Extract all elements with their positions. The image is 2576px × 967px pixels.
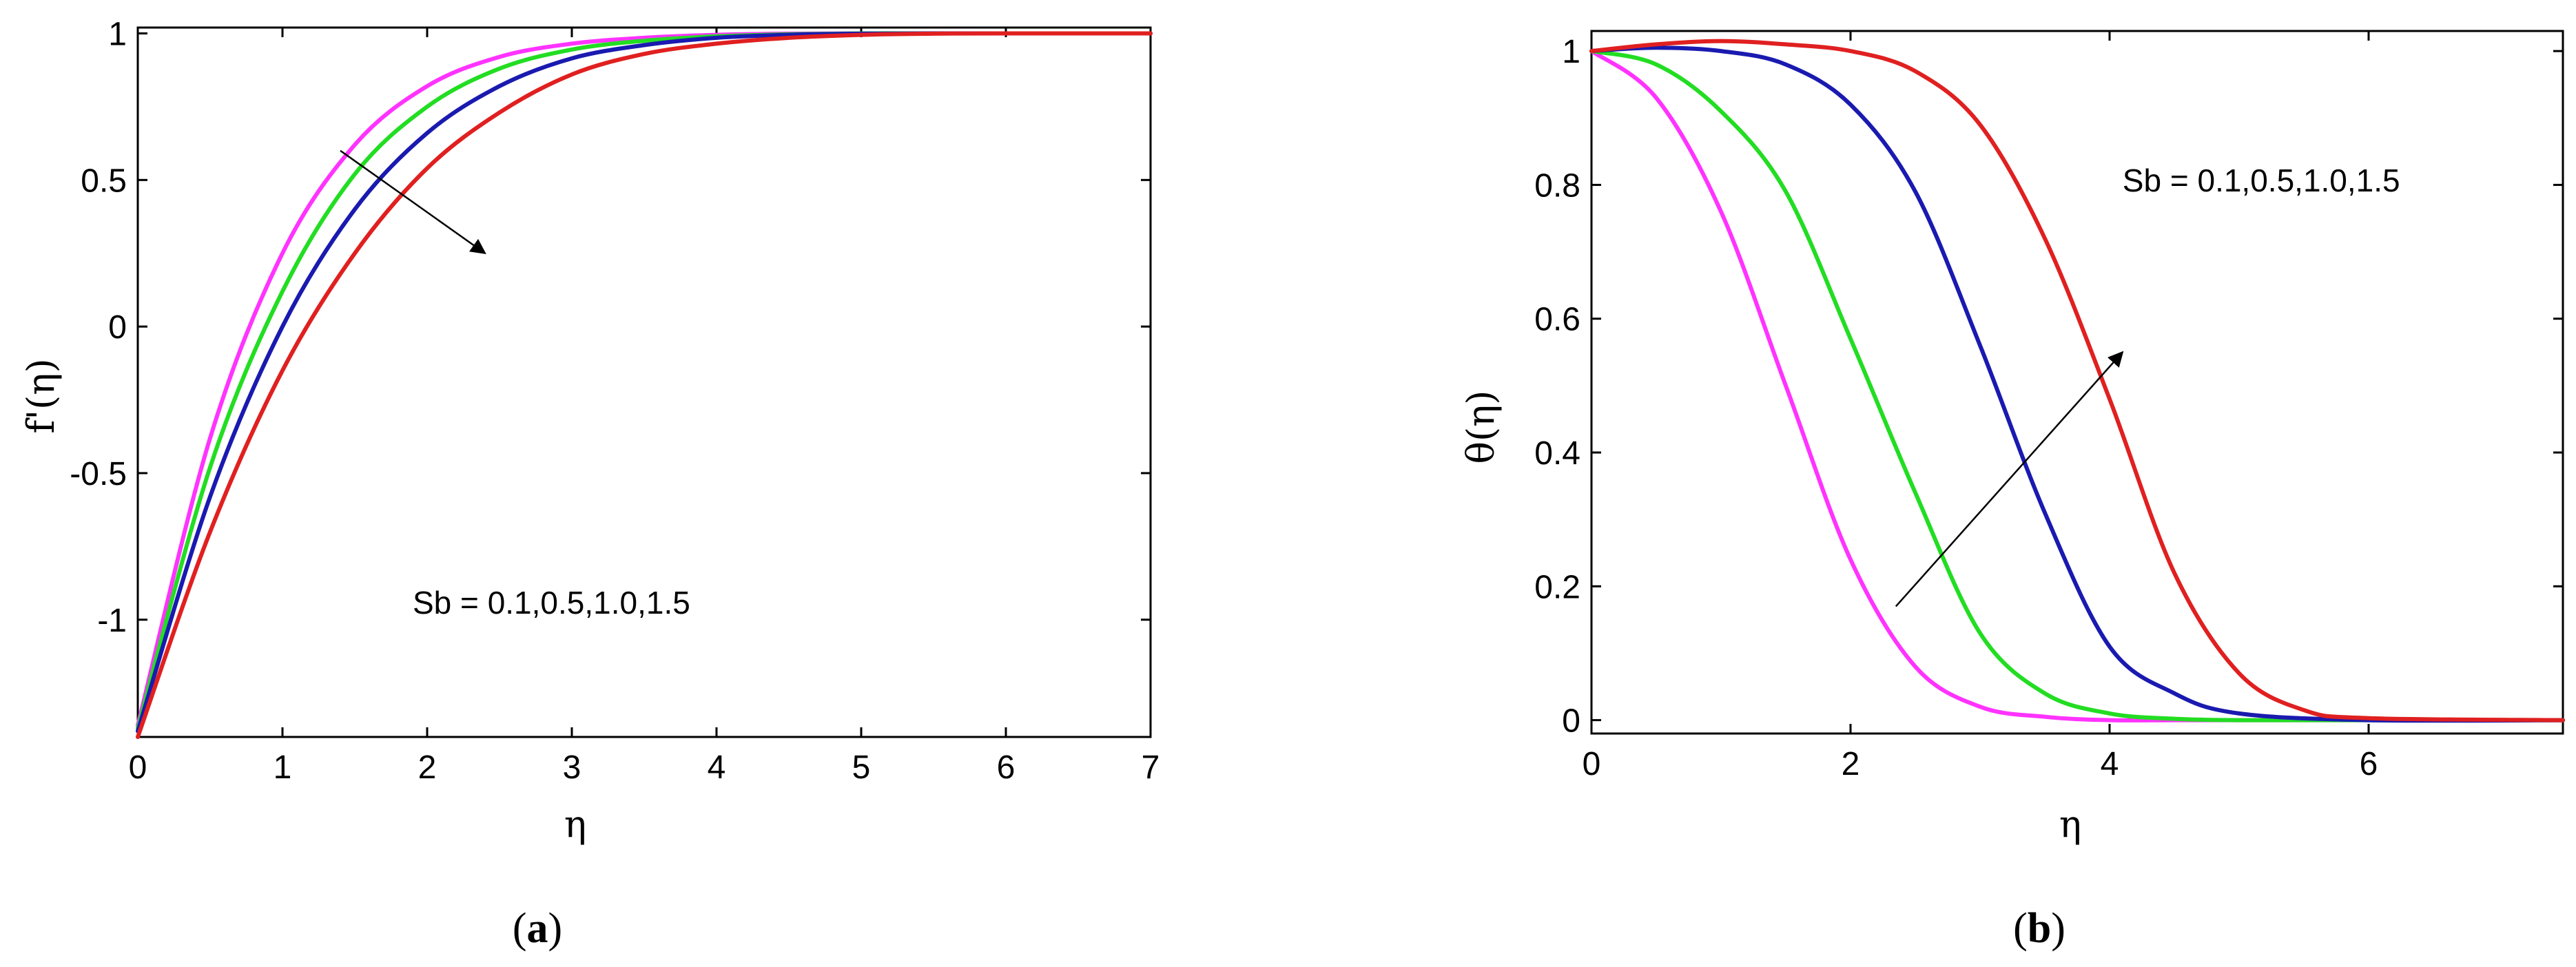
y-tick-label-a: 1	[108, 17, 127, 53]
x-tick-label-b: 2	[1842, 746, 1860, 782]
plot-area-a: 0 1 2 3 4 5 6 7 -1 -0.5 0 0.5 1 Sb = 0.1,0.5,1.0,1.5	[70, 17, 1160, 786]
x-tick-label-a: 7	[1142, 749, 1160, 786]
annotation-b: Sb = 0.1,0.5,1.0,1.5	[2123, 163, 2400, 198]
x-tick-label-a: 4	[708, 749, 726, 786]
trend-arrow-b	[1895, 351, 2124, 607]
series-line-red-a	[136, 31, 1153, 739]
series-line-green-a	[136, 31, 1153, 731]
series-line-blue-a	[136, 31, 1153, 734]
x-axis-label-b: η	[2059, 802, 2081, 846]
x-axis-label-a: η	[564, 802, 586, 846]
y-tick-label-b: 0.6	[1534, 302, 1580, 338]
y-axis-label-a: f'(η)	[19, 358, 63, 433]
x-tick-label-a: 3	[563, 749, 581, 786]
x-tick-label-a: 2	[418, 749, 437, 786]
y-axis-label-b: θ(η)	[1459, 391, 1503, 464]
series-line-magenta-a	[136, 31, 1153, 727]
series-line-magenta-b	[1589, 49, 2565, 722]
plot-frame-a	[136, 26, 1152, 738]
x-tick-label-b: 4	[2101, 746, 2119, 782]
x-tick-label-a: 0	[129, 749, 147, 786]
x-tick-label-a: 6	[997, 749, 1016, 786]
x-tick-label-a: 1	[274, 749, 292, 786]
series-line-red-b	[1589, 39, 2565, 722]
y-tick-label-b: 1	[1562, 34, 1580, 70]
y-tick-label-b: 0	[1562, 703, 1580, 740]
series-line-green-b	[1589, 49, 2565, 722]
x-tick-label-b: 0	[1583, 746, 1601, 782]
caption-b: (b)	[2013, 905, 2065, 952]
series-line-blue-b	[1589, 45, 2565, 723]
x-tick-label-b: 6	[2360, 746, 2378, 782]
y-tick-label-a: 0	[108, 309, 127, 346]
y-tick-label-a: -0.5	[70, 456, 127, 492]
y-tick-label-b: 0.4	[1534, 435, 1580, 472]
trend-arrow-a	[340, 149, 486, 255]
y-tick-label-a: 0.5	[81, 163, 127, 199]
x-tick-label-a: 5	[852, 749, 871, 786]
annotation-a: Sb = 0.1,0.5,1.0,1.5	[413, 585, 690, 621]
y-tick-label-a: -1	[97, 603, 127, 639]
y-tick-label-b: 0.8	[1534, 167, 1580, 204]
plot-area-b: 0 2 4 6 0 0.2 0.4 0.6 0.8 1 Sb = 0.1,0.5,1.0,1.5	[1534, 30, 2565, 782]
y-tick-label-b: 0.2	[1534, 569, 1580, 605]
plot-frame-b	[1590, 30, 2564, 735]
caption-a: (a)	[513, 905, 562, 952]
chart-panel-b: 0 2 4 6 0 0.2 0.4 0.6 0.8 1 Sb = 0.1,0.5,1.0,1.5 θ…	[1459, 30, 2565, 952]
